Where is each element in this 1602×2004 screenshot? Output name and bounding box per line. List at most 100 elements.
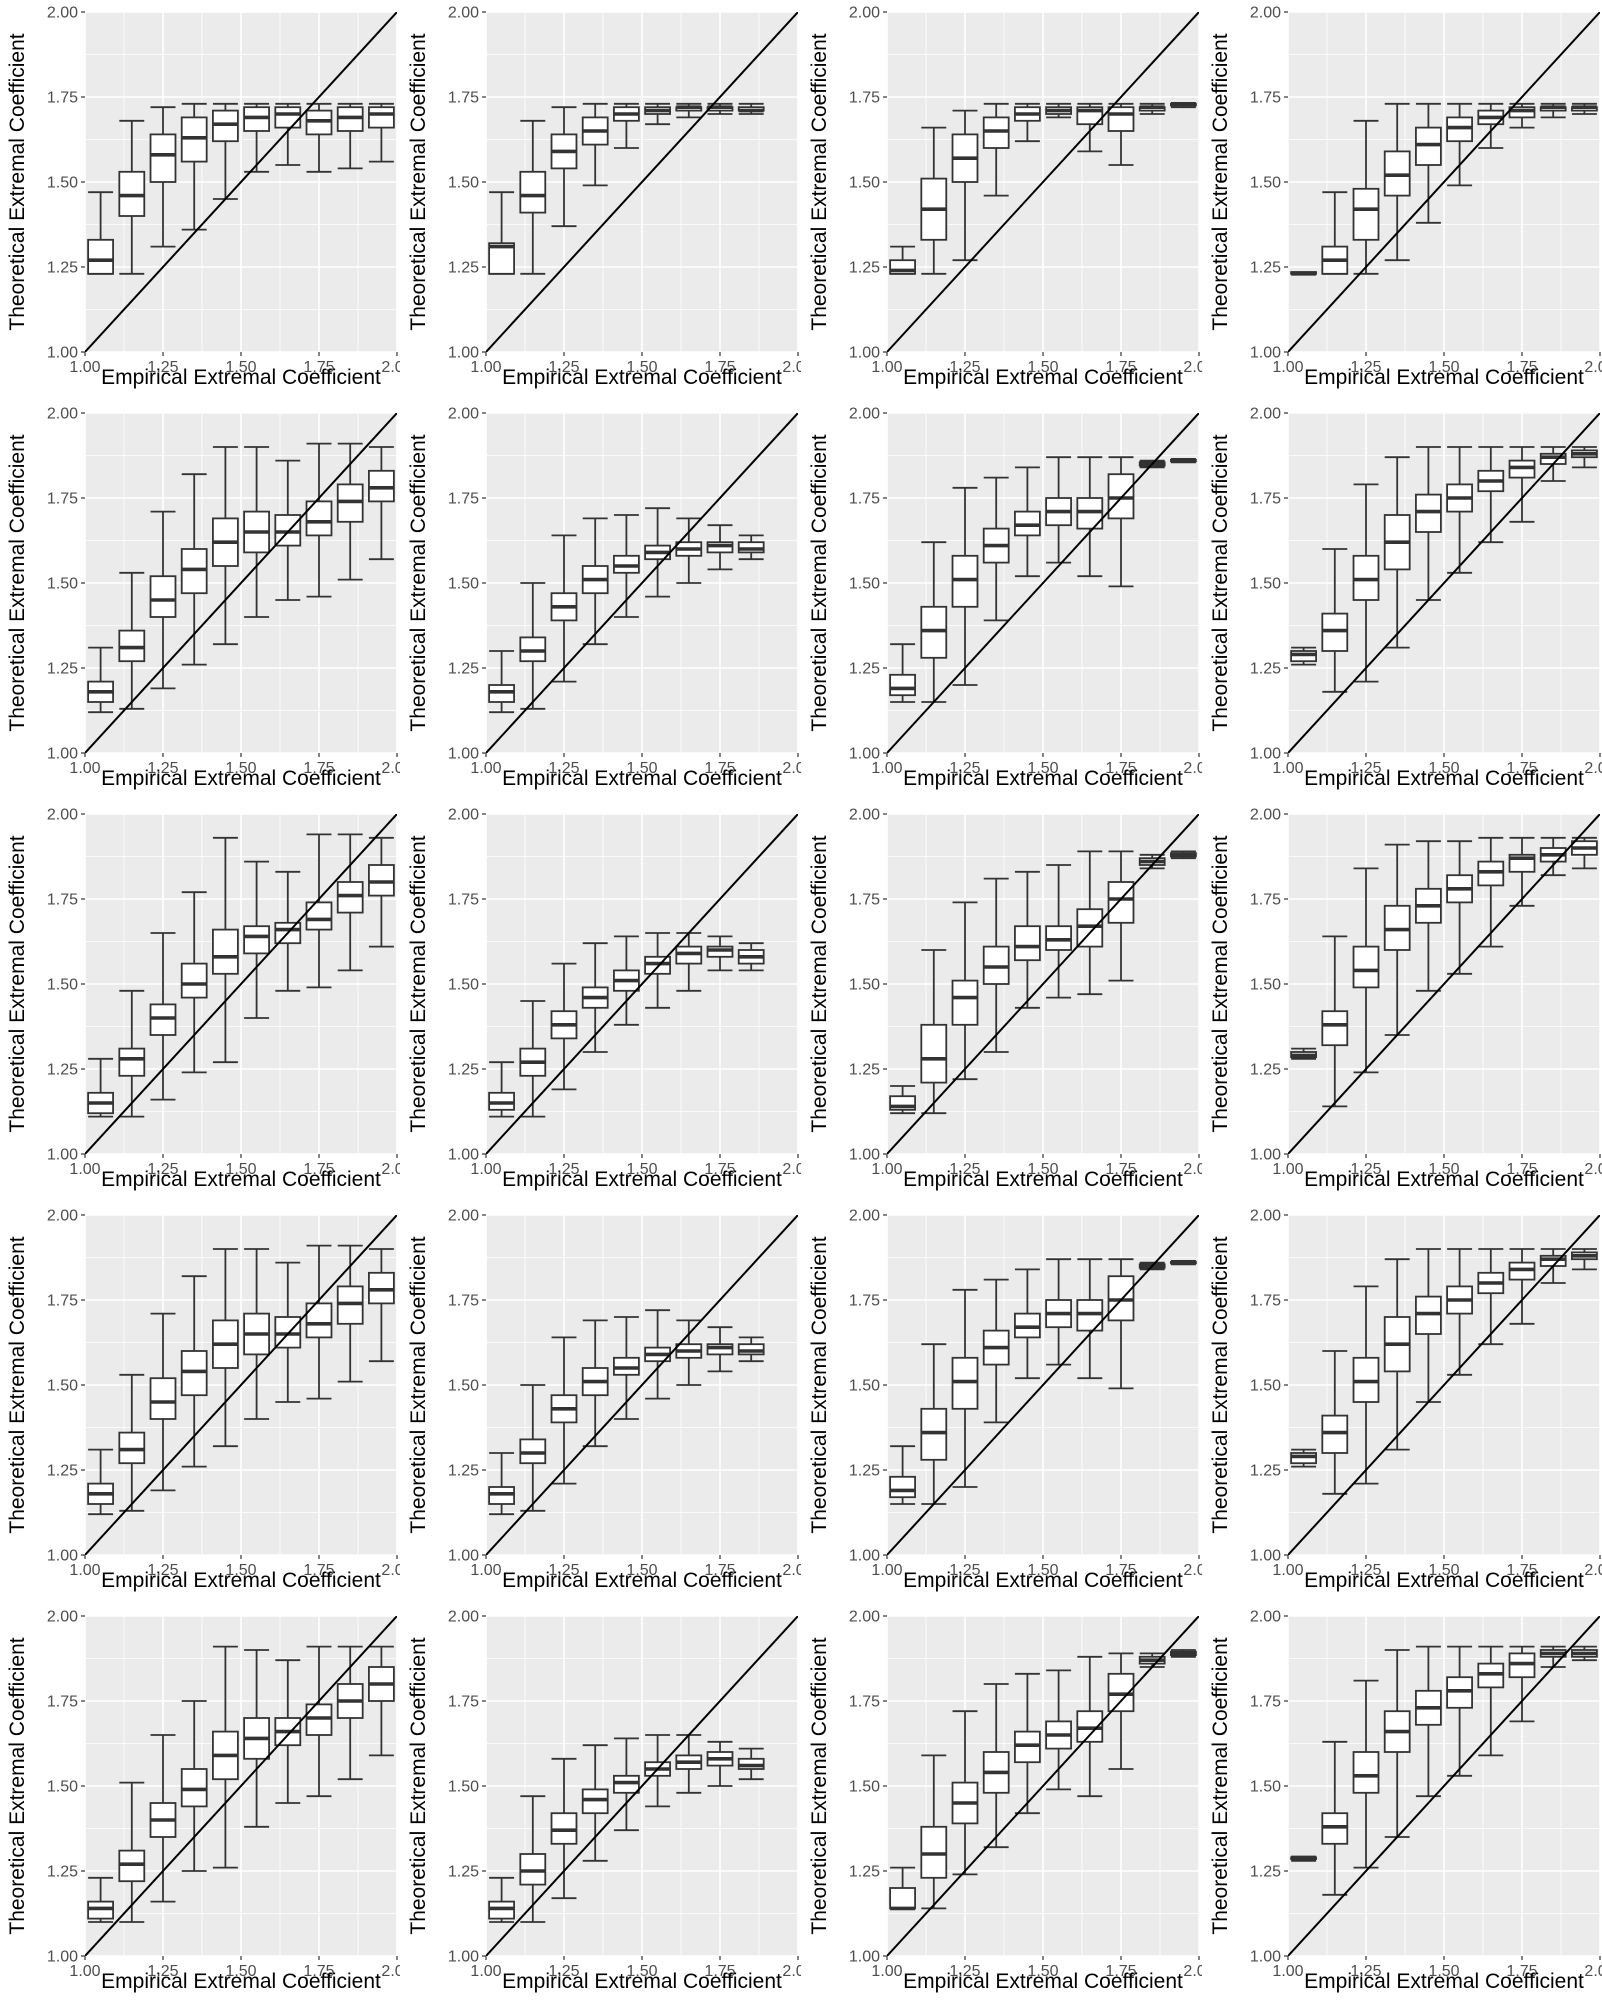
box-1.45 (212, 1645, 239, 1869)
boxes-group (1288, 413, 1600, 753)
box-1.55 (1446, 446, 1473, 574)
x-tick-label: 1.00 (470, 760, 501, 777)
x-tick-label: 1.75 (1105, 760, 1136, 777)
boxplot-svg: 1.00 1.25 1.50 1.75 2.00 1.00 1.25 1.50 1.75 2.00… (6, 406, 400, 791)
box-1.05 (87, 191, 114, 275)
box-1.45 (613, 1316, 640, 1420)
box-1.25 (1352, 1679, 1380, 1869)
x-tick-label: 2.00 (1183, 1963, 1202, 1980)
x-tick-label: 1.50 (225, 1963, 256, 1980)
x-axis-title: Empirical Extremal Coefficient (903, 1569, 1183, 1592)
y-tick-label: 1.25 (448, 260, 479, 277)
box-1.05 (889, 1866, 916, 1911)
box-1.55 (1045, 102, 1072, 119)
boxes-group (85, 12, 397, 352)
y-tick-label: 1.75 (849, 90, 880, 107)
box-1.15 (519, 582, 547, 710)
box-1.35 (982, 476, 1010, 622)
boxplot-svg: 1.00 1.25 1.50 1.75 2.00 1.00 1.25 1.50 1.75 2.00… (407, 406, 801, 791)
identity-line (486, 1616, 798, 1956)
y-tick-label: 1.75 (47, 892, 78, 909)
iqr-box (212, 928, 239, 975)
x-tick-label: 2.00 (1584, 359, 1602, 376)
y-tick-label: 1.50 (849, 977, 880, 994)
box-1.65 (1076, 102, 1104, 153)
x-tick-label: 1.00 (1272, 359, 1303, 376)
y-tick-label: 1.75 (47, 90, 78, 107)
y-tick-label: 2.00 (1250, 1609, 1281, 1626)
y-tick-label: 1.25 (47, 661, 78, 678)
iqr-box (1352, 187, 1380, 241)
box-1.15 (118, 119, 146, 275)
x-axis-title: Empirical Extremal Coefficient (502, 1168, 782, 1191)
box-1.55 (243, 1248, 270, 1420)
x-tick-label: 2.00 (381, 1963, 400, 1980)
y-axis-title: Theoretical Extremal Coefficient (6, 835, 29, 1132)
x-tick-label: 1.50 (1428, 1562, 1459, 1579)
y-tick-label: 1.50 (448, 175, 479, 192)
y-tick-label: 1.75 (1250, 1694, 1281, 1711)
x-axis-title: Empirical Extremal Coefficient (101, 366, 381, 389)
x-tick-label: 1.00 (470, 359, 501, 376)
x-axis-title: Empirical Extremal Coefficient (1304, 767, 1584, 790)
identity-line (1288, 1215, 1600, 1555)
x-tick-label: 1.25 (1350, 359, 1381, 376)
x-tick-label: 1.00 (69, 1161, 100, 1178)
iqr-box (87, 238, 114, 275)
box-1.15 (1321, 1350, 1349, 1495)
x-tick-label: 1.00 (69, 1963, 100, 1980)
iqr-box (920, 1023, 948, 1084)
box-1.05 (1290, 1047, 1317, 1060)
x-tick-label: 1.25 (949, 359, 980, 376)
identity-line (1288, 413, 1600, 753)
identity-line (85, 1215, 397, 1555)
y-tick-label: 1.25 (1250, 661, 1281, 678)
box-1.05 (889, 1085, 916, 1115)
y-tick-label: 1.75 (448, 491, 479, 508)
box-1.35 (982, 1683, 1010, 1849)
x-tick-label: 1.25 (147, 1963, 178, 1980)
boxes-group (486, 1616, 798, 1956)
y-tick-label: 1.00 (1250, 345, 1281, 362)
box-1.55 (1446, 1645, 1473, 1777)
x-tick-label: 1.25 (548, 1161, 579, 1178)
x-tick-label: 1.00 (69, 1562, 100, 1579)
boxplot-svg: 1.00 1.25 1.50 1.75 2.00 1.00 1.25 1.50 1.75 2.00… (6, 1609, 400, 1994)
y-tick-label: 2.00 (1250, 807, 1281, 824)
box-1.15 (519, 119, 547, 275)
y-tick-label: 1.75 (1250, 1293, 1281, 1310)
x-tick-label: 1.25 (949, 1963, 980, 1980)
boxplot-panel-6: 1.00 1.25 1.50 1.75 2.00 1.00 1.25 1.50 1.75 2.00… (401, 401, 801, 801)
box-1.25 (1352, 483, 1380, 683)
x-tick-label: 1.75 (1506, 359, 1537, 376)
y-tick-label: 1.50 (448, 1779, 479, 1796)
y-axis-title: Theoretical Extremal Coefficient (1209, 33, 1232, 330)
y-tick-label: 1.25 (47, 260, 78, 277)
y-tick-label: 1.50 (47, 175, 78, 192)
x-tick-label: 1.50 (626, 760, 657, 777)
y-tick-label: 1.25 (849, 1864, 880, 1881)
x-tick-label: 2.00 (381, 359, 400, 376)
x-tick-label: 2.00 (782, 359, 801, 376)
y-tick-label: 1.75 (448, 90, 479, 107)
x-tick-label: 2.00 (782, 760, 801, 777)
box-1.95 (1170, 1260, 1197, 1266)
box-1.55 (243, 102, 270, 173)
box-1.65 (1477, 102, 1505, 149)
x-tick-label: 2.00 (1584, 760, 1602, 777)
x-axis-title: Empirical Extremal Coefficient (101, 1970, 381, 1993)
y-axis-title: Theoretical Extremal Coefficient (1209, 434, 1232, 731)
box-1.95 (368, 1645, 395, 1757)
x-tick-label: 1.25 (1350, 1562, 1381, 1579)
box-1.15 (920, 126, 948, 275)
box-1.85 (336, 1645, 364, 1781)
boxes-group (1288, 12, 1600, 352)
boxplot-svg: 1.00 1.25 1.50 1.75 2.00 1.00 1.25 1.50 1.75 2.00… (1209, 5, 1602, 390)
box-1.75 (1508, 836, 1536, 907)
box-1.05 (1290, 1855, 1317, 1862)
x-tick-label: 1.00 (470, 1161, 501, 1178)
x-tick-label: 1.75 (1506, 1161, 1537, 1178)
x-tick-label: 1.75 (704, 359, 735, 376)
box-1.35 (180, 1700, 208, 1872)
boxplot-panel-16: 1.00 1.25 1.50 1.75 2.00 1.00 1.25 1.50 1.75 2.00… (1203, 1203, 1602, 1603)
